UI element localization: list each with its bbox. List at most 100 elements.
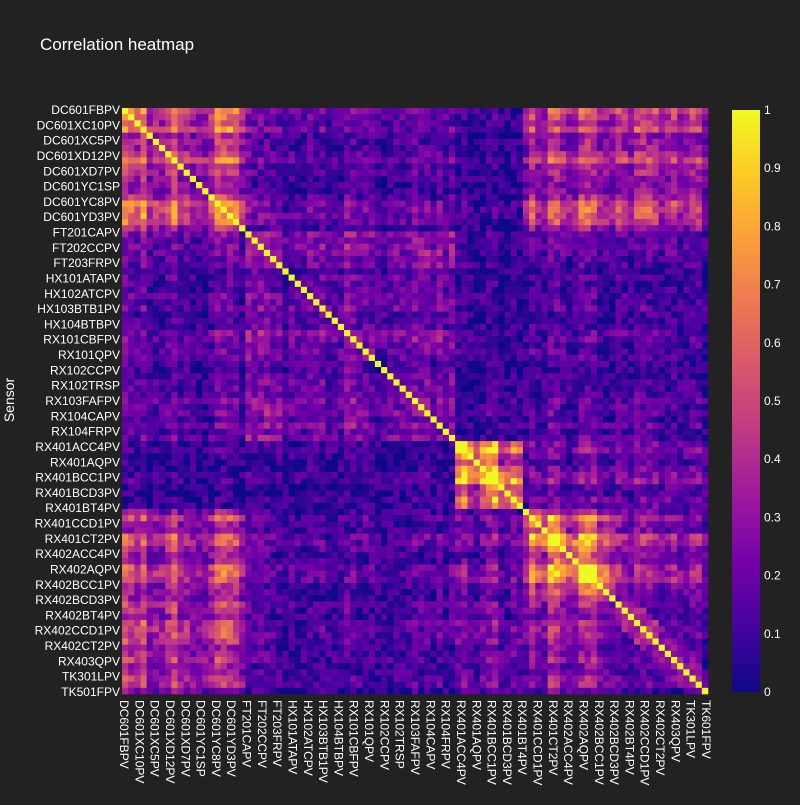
heatmap-cell: [140, 397, 147, 405]
heatmap-cell: [196, 336, 203, 343]
heatmap-cell: [393, 391, 400, 399]
heatmap-cell: [245, 200, 252, 207]
heatmap-cell: [677, 391, 684, 399]
heatmap-cell: [455, 428, 462, 436]
heatmap-cell: [374, 212, 382, 220]
heatmap-cell: [455, 286, 462, 294]
heatmap-cell: [128, 219, 135, 226]
heatmap-cell: [374, 249, 382, 257]
heatmap-cell: [584, 311, 592, 319]
heatmap-cell: [282, 391, 289, 399]
heatmap-cell: [504, 268, 511, 275]
heatmap-cell: [535, 404, 542, 411]
heatmap-cell: [288, 274, 296, 282]
heatmap-cell: [393, 114, 400, 121]
heatmap-cell: [239, 410, 246, 417]
heatmap-cell: [559, 237, 567, 245]
heatmap-cell: [677, 323, 684, 331]
heatmap-cell: [226, 379, 234, 386]
heatmap-cell: [609, 404, 616, 411]
heatmap-cell: [307, 305, 314, 312]
heatmap-cell: [559, 194, 567, 201]
heatmap-cell: [627, 157, 635, 164]
heatmap-cell: [344, 323, 351, 331]
heatmap-cell: [436, 404, 444, 411]
heatmap-cell: [522, 200, 530, 207]
heatmap-cell: [492, 268, 499, 275]
heatmap-cell: [683, 219, 690, 226]
heatmap-cell: [307, 212, 314, 220]
heatmap-cell: [288, 305, 296, 312]
heatmap-cell: [171, 404, 178, 411]
heatmap-cell: [220, 237, 228, 245]
heatmap-cell: [146, 330, 154, 337]
heatmap-cell: [152, 182, 160, 189]
heatmap-cell: [633, 286, 641, 294]
heatmap-cell: [646, 354, 653, 362]
heatmap-cell: [263, 422, 271, 430]
heatmap-cell: [183, 336, 191, 343]
heatmap-cell: [140, 225, 147, 232]
heatmap-cell: [455, 280, 462, 288]
heatmap-cell: [122, 175, 129, 183]
heatmap-cell: [677, 410, 684, 417]
heatmap-cell: [584, 360, 592, 368]
heatmap-cell: [479, 231, 487, 238]
heatmap-cell: [128, 397, 135, 405]
heatmap-cell: [362, 299, 370, 306]
heatmap-cell: [442, 299, 450, 306]
heatmap-cell: [239, 262, 246, 269]
heatmap-cell: [270, 237, 277, 245]
heatmap-cell: [226, 194, 234, 201]
heatmap-cell: [615, 293, 622, 300]
heatmap-cell: [701, 404, 709, 411]
heatmap-cell: [196, 256, 203, 263]
heatmap-cell: [152, 231, 160, 238]
heatmap-cell: [177, 391, 184, 399]
heatmap-cell: [553, 262, 561, 269]
heatmap-cell: [541, 422, 548, 430]
heatmap-cell: [695, 157, 703, 164]
heatmap-cell: [288, 404, 296, 411]
heatmap-cell: [140, 348, 147, 356]
heatmap-cell: [177, 404, 184, 411]
heatmap-cell: [350, 231, 357, 238]
heatmap-cell: [418, 280, 425, 288]
heatmap-cell: [171, 367, 178, 374]
heatmap-cell: [196, 305, 203, 312]
heatmap-cell: [159, 274, 166, 282]
heatmap-cell: [442, 330, 450, 337]
heatmap-cell: [504, 354, 511, 362]
heatmap-cell: [288, 373, 296, 380]
heatmap-cell: [251, 379, 259, 386]
heatmap-cell: [547, 410, 555, 417]
heatmap-cell: [695, 397, 703, 405]
heatmap-cell: [325, 293, 333, 300]
heatmap-cell: [251, 114, 259, 121]
heatmap-cell: [455, 391, 462, 399]
heatmap-cell: [541, 175, 548, 183]
heatmap-cell: [245, 330, 252, 337]
heatmap-cell: [541, 200, 548, 207]
heatmap-cell: [473, 348, 481, 356]
heatmap-cell: [307, 219, 314, 226]
heatmap-cell: [461, 422, 468, 430]
heatmap-cell: [689, 397, 696, 405]
heatmap-cell: [510, 138, 518, 146]
heatmap-cell: [177, 367, 184, 374]
heatmap-cell: [479, 323, 487, 331]
heatmap-cell: [362, 323, 370, 331]
heatmap-cell: [159, 336, 166, 343]
heatmap-cell: [664, 422, 672, 430]
heatmap-cell: [257, 330, 265, 337]
heatmap-cell: [294, 385, 302, 393]
heatmap-cell: [689, 120, 696, 127]
heatmap-cell: [701, 237, 709, 245]
heatmap-cell: [461, 379, 468, 386]
heatmap-cell: [122, 274, 129, 282]
heatmap-cell: [621, 243, 629, 251]
heatmap-cell: [337, 367, 345, 374]
heatmap-cell: [362, 379, 370, 386]
heatmap-cell: [245, 280, 252, 288]
heatmap-cell: [257, 422, 265, 430]
